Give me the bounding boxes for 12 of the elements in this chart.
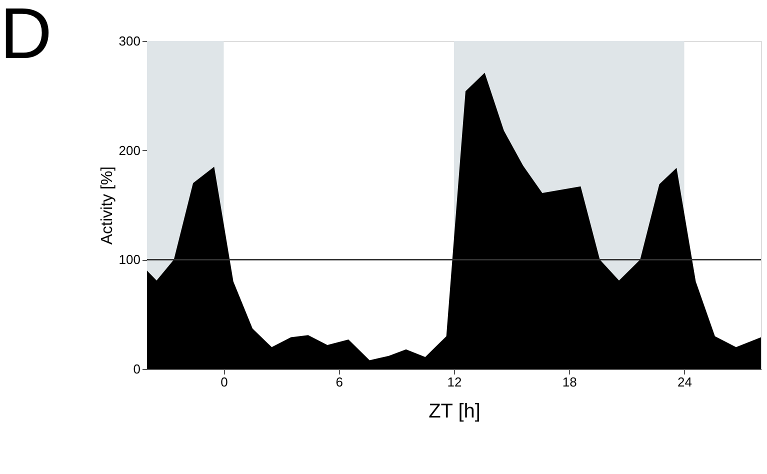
y-tick-label: 0: [133, 362, 140, 376]
y-axis-title: Activity [%]: [98, 166, 116, 245]
x-tick-label: 12: [447, 374, 462, 390]
y-tick-label: 200: [118, 142, 140, 158]
x-tick-label: 0: [220, 374, 228, 390]
y-tick-label: 300: [118, 34, 140, 48]
x-axis-title: ZT [h]: [428, 400, 480, 422]
text: D: [0, 0, 52, 74]
x-tick-label: 18: [562, 374, 577, 390]
x-tick-label: 6: [336, 374, 343, 390]
y-tick-label: 100: [118, 252, 140, 268]
x-tick-label: 24: [678, 374, 692, 390]
